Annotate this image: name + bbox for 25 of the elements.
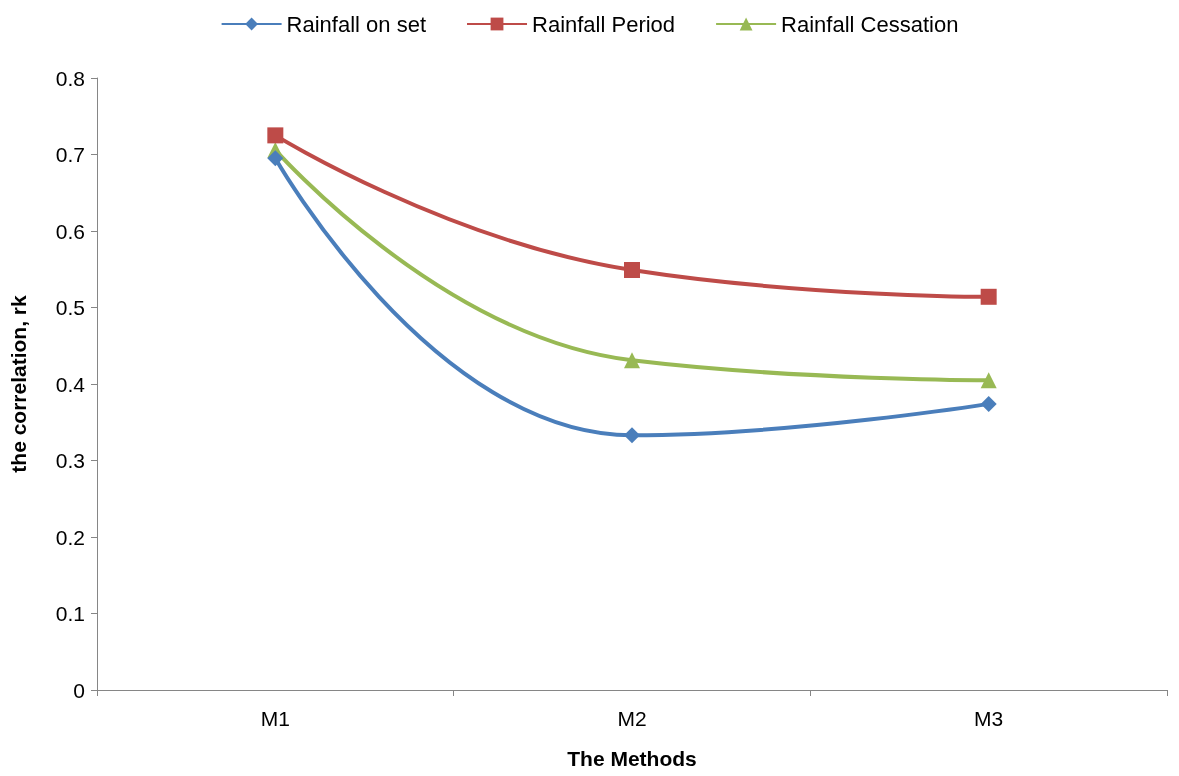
point <box>624 427 640 444</box>
y-tick-label: 0.5 <box>55 296 85 319</box>
legend-label: Rainfall on set <box>286 11 427 37</box>
point <box>624 352 640 369</box>
x-axis-title: The Methods <box>567 747 697 770</box>
y-tick-label: 0.2 <box>55 525 85 549</box>
point <box>980 288 997 305</box>
x-tick-label: M2 <box>617 707 647 730</box>
y-tick-label: 0.8 <box>55 66 85 90</box>
y-tick-label: 0.4 <box>55 372 86 396</box>
x-tick-label: M3 <box>974 707 1004 730</box>
y-tick-label: 0.3 <box>55 449 85 472</box>
y-tick-label: 0.7 <box>55 143 85 166</box>
point <box>980 372 997 389</box>
point <box>980 395 997 412</box>
y-tick-label: 0 <box>73 678 85 702</box>
y-tick-label: 0.1 <box>55 602 85 625</box>
x-tick-label: M1 <box>260 707 290 730</box>
y-tick-label: 0.6 <box>55 219 85 243</box>
point <box>267 150 284 167</box>
legend-label: Rainfall Cessation <box>781 11 959 37</box>
legend-label: Rainfall Period <box>532 11 676 37</box>
y-axis-title: the correlation, rk <box>7 294 30 473</box>
point <box>624 262 640 279</box>
point <box>267 127 284 144</box>
